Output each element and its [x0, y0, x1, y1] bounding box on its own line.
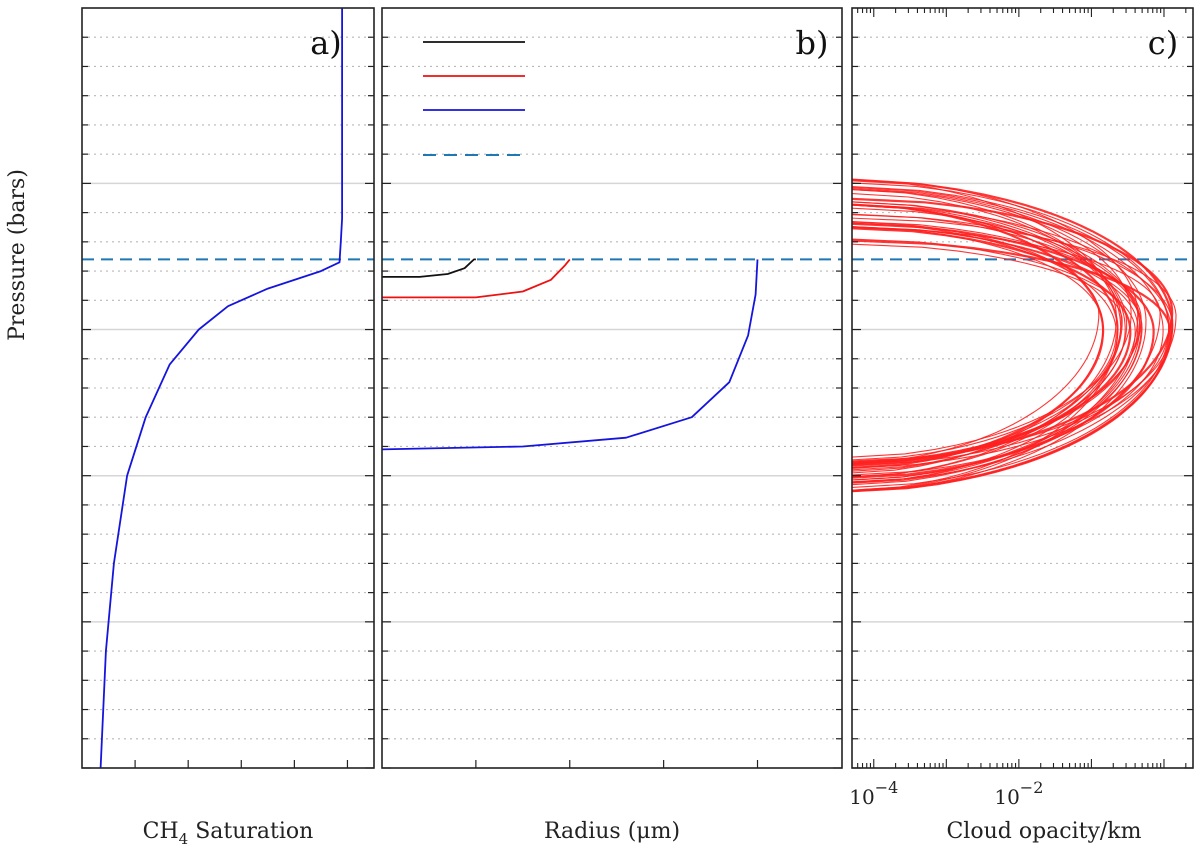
ch4-saturation-line — [99, 8, 344, 768]
panel-b-label: b) — [796, 24, 829, 62]
cloud-opacity-profile — [852, 213, 1141, 483]
cloud-opacity-profile — [852, 227, 1161, 484]
panel-a: a) Pressure (bars) CH4 Saturation — [5, 7, 375, 848]
panel-a-series — [99, 8, 344, 768]
panel-a-label: a) — [310, 24, 342, 62]
panel-b-x-axis-title: Radius (μm) — [544, 819, 680, 844]
radius-line-0 — [382, 258, 476, 278]
panel-b-legend — [423, 41, 525, 156]
cloud-opacity-profile — [852, 217, 1177, 483]
x-tick-exponent: −2 — [1020, 778, 1044, 797]
cloud-opacity-profile — [852, 222, 1155, 479]
y-axis-title: Pressure (bars) — [5, 169, 30, 341]
panel-b-grid — [382, 36, 842, 740]
panel-a-x-axis-title: CH4 Saturation — [143, 819, 314, 848]
radius-line-2 — [382, 259, 759, 451]
cloud-opacity-profile — [852, 178, 1139, 492]
cloud-opacity-profile — [852, 185, 1170, 489]
panel-c-ticks: 10−4 10−2 — [849, 8, 1193, 809]
panel-c-series — [852, 178, 1177, 493]
xlabel-prefix: CH — [143, 819, 179, 844]
x-tick-label: 10−2 — [994, 778, 1043, 809]
panel-c: 10−4 10−2 c) Cloud opacity/km — [849, 7, 1194, 844]
cloud-opacity-profile — [852, 192, 1117, 478]
xlabel-subscript: 4 — [179, 830, 189, 848]
cloud-opacity-profile — [852, 221, 1100, 464]
panel-b-series — [382, 258, 759, 451]
cloud-opacity-profile — [852, 203, 1105, 470]
panel-c-label: c) — [1148, 24, 1178, 62]
x-tick-base: 10 — [849, 785, 874, 809]
panel-b: b) Radius (μm) — [381, 7, 843, 844]
cloud-opacity-profile — [852, 188, 1132, 458]
panel-b-ticks — [382, 36, 842, 769]
xlabel-suffix: Saturation — [188, 819, 313, 844]
cloud-opacity-profile — [852, 179, 1122, 465]
cloud-opacity-profile — [852, 226, 1139, 465]
x-tick-base: 10 — [994, 785, 1019, 809]
panel-c-x-axis-title: Cloud opacity/km — [946, 819, 1141, 844]
radius-line-1 — [382, 258, 571, 299]
panel-a-ticks — [82, 36, 374, 769]
x-tick-label: 10−4 — [849, 778, 898, 809]
panel-a-grid — [82, 36, 374, 740]
cloud-opacity-profile — [852, 179, 1174, 492]
cloud-opacity-profile — [852, 187, 1147, 493]
x-tick-exponent: −4 — [875, 778, 899, 797]
cloud-opacity-profile — [852, 204, 1118, 491]
